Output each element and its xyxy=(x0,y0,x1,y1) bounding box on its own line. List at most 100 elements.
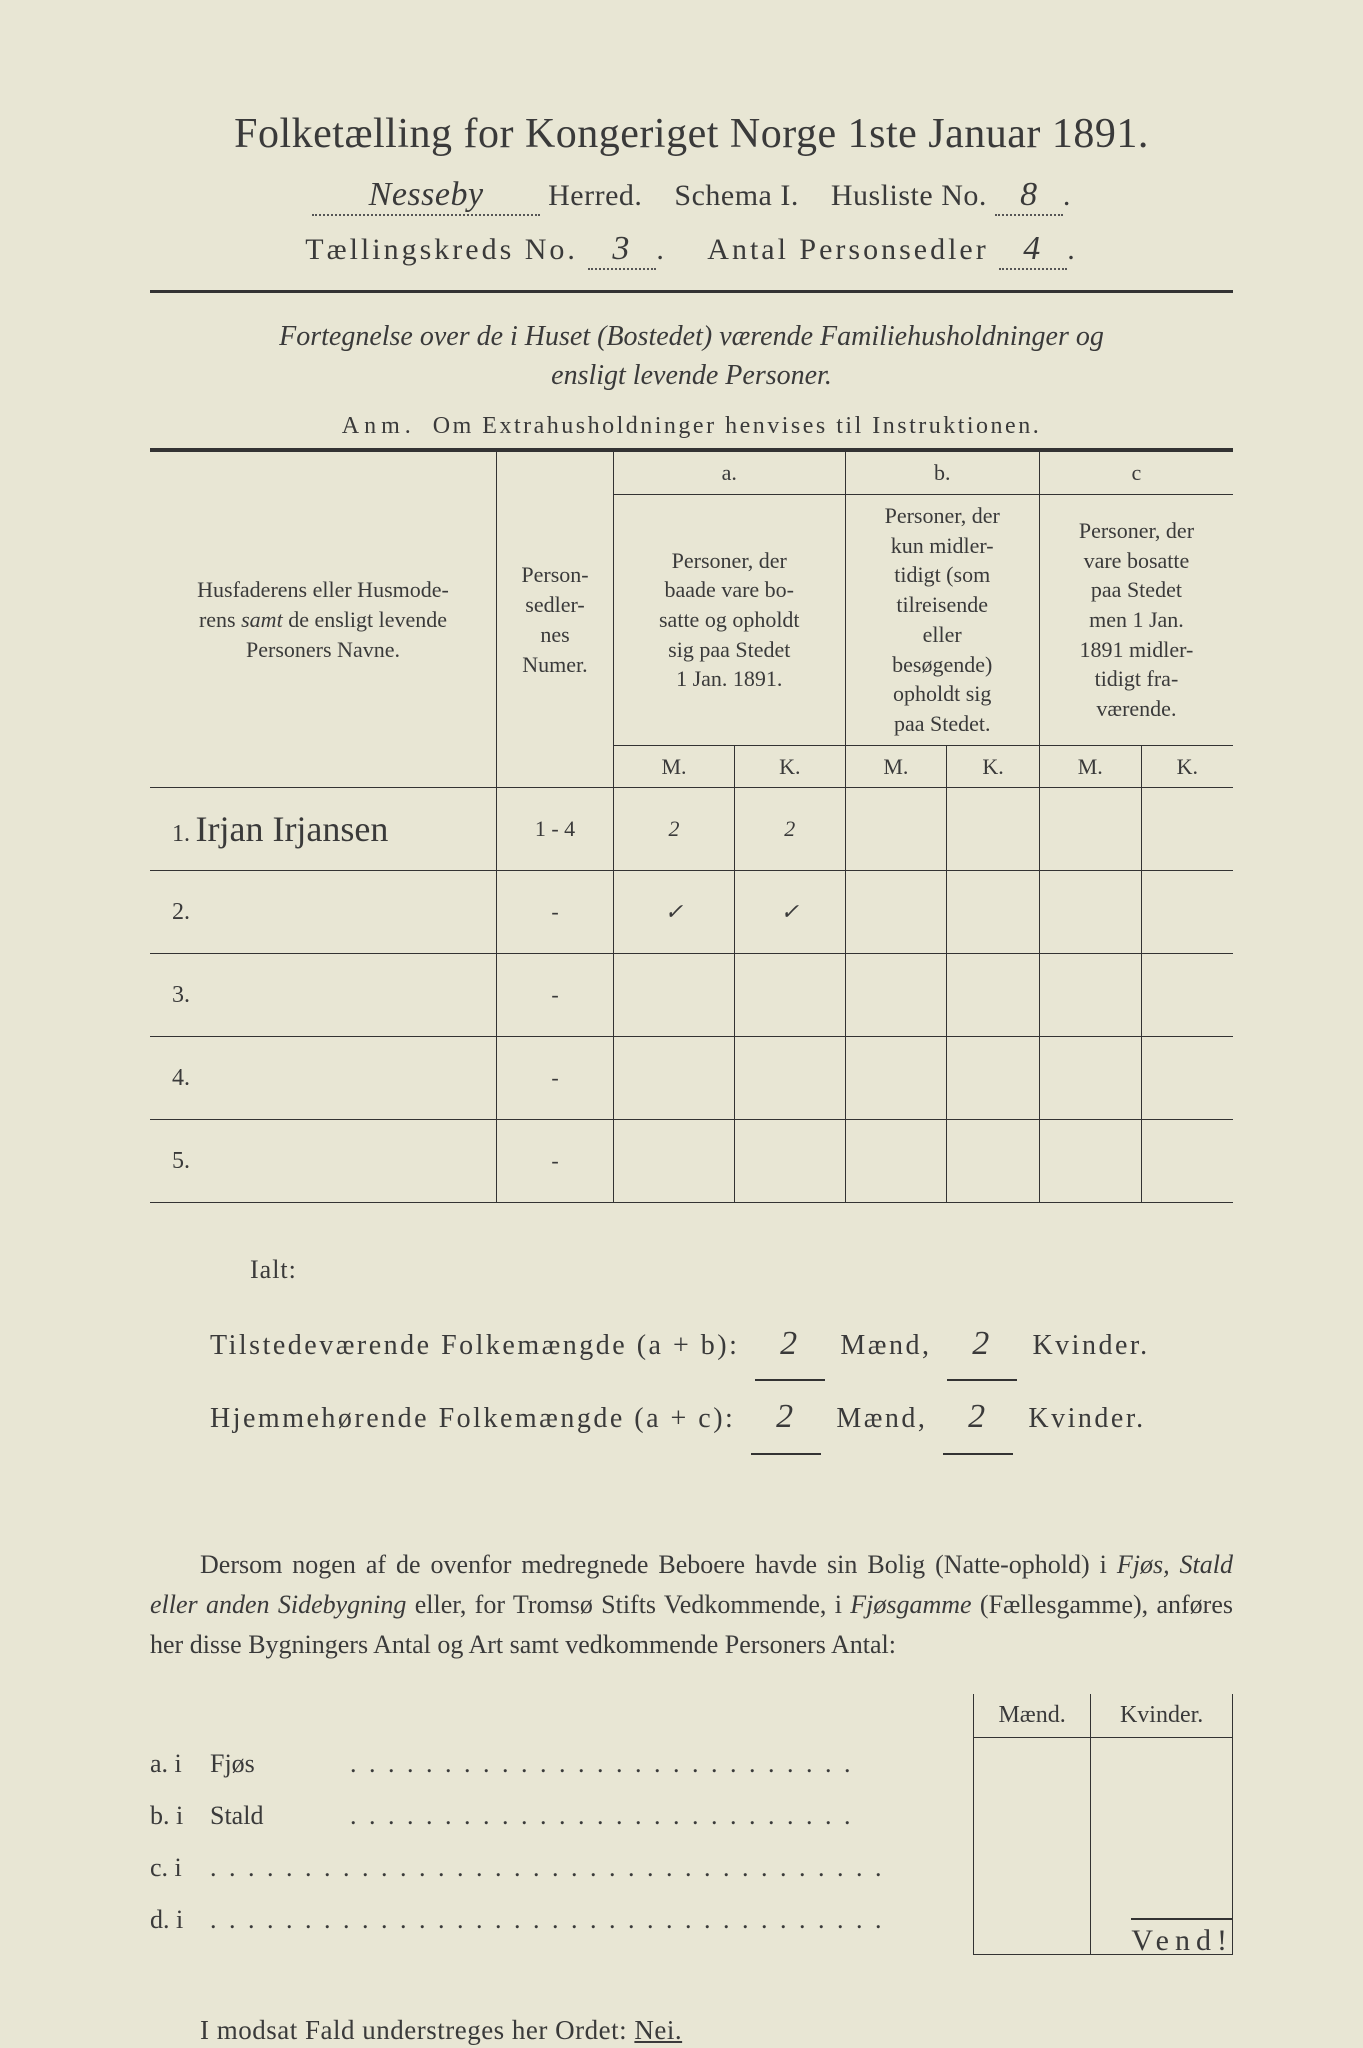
col-a-m: M. xyxy=(614,745,735,788)
cell-b-k xyxy=(947,871,1040,954)
divider xyxy=(150,290,1233,293)
mk-kvinder-header: Kvinder. xyxy=(1091,1694,1233,1738)
dots: . . . . . . . . . . . . . . . . . . . . … xyxy=(350,1738,963,1790)
col-header-names: Husfaderens eller Husmode-rens samt de e… xyxy=(150,450,497,787)
col-c-k: K. xyxy=(1141,745,1233,788)
col-header-c: Personer, dervare bosattepaa Stedetmen 1… xyxy=(1039,495,1233,746)
dots: . . . . . . . . . . . . . . . . . . . . … xyxy=(350,1790,963,1842)
col-c-m: M. xyxy=(1039,745,1141,788)
totals-line-2: Hjemmehørende Folkemængde (a + c): 2 Mæn… xyxy=(210,1381,1233,1454)
antal-label: Antal Personsedler xyxy=(707,233,988,266)
col-header-b: Personer, derkun midler-tidigt (somtilre… xyxy=(845,495,1039,746)
subtitle: Fortegnelse over de i Huset (Bostedet) v… xyxy=(242,317,1142,395)
lodging-row: d. i . . . . . . . . . . . . . . . . . .… xyxy=(150,1894,963,1946)
cell-c-m xyxy=(1039,871,1141,954)
table-row: 5. - xyxy=(150,1120,1233,1203)
cell-b-k xyxy=(947,954,1040,1037)
table-row: 1. Irjan Irjansen 1 - 4 2 2 xyxy=(150,788,1233,871)
cell-c-m xyxy=(1039,1120,1141,1203)
cell-a-m xyxy=(614,1037,735,1120)
cell-c-m xyxy=(1039,1037,1141,1120)
cell-c-k xyxy=(1141,871,1233,954)
page-title: Folketælling for Kongeriget Norge 1ste J… xyxy=(150,110,1233,158)
husliste-label: Husliste No. xyxy=(831,179,987,212)
col-letter-b: b. xyxy=(845,450,1039,494)
anm-line: Anm. Om Extrahusholdninger henvises til … xyxy=(150,413,1233,440)
main-table: Husfaderens eller Husmode-rens samt de e… xyxy=(150,448,1233,1203)
col-letter-c: c xyxy=(1039,450,1233,494)
anm-label: Anm. xyxy=(342,413,416,439)
cell-c-k xyxy=(1141,1037,1233,1120)
table-row: 4. - xyxy=(150,1037,1233,1120)
col-header-a: Personer, derbaade vare bo-satte og opho… xyxy=(614,495,846,746)
lodging-mk-table: Mænd. Kvinder. xyxy=(973,1694,1233,1955)
totals-block: Ialt: Tilstedeværende Folkemængde (a + b… xyxy=(210,1243,1233,1454)
nei-word: Nei. xyxy=(634,2015,682,2045)
cell-b-m xyxy=(845,788,947,871)
cell-b-m xyxy=(845,1037,947,1120)
cell-a-k: 2 xyxy=(735,788,846,871)
header-line-2: Nesseby Herred. Schema I. Husliste No. 8… xyxy=(150,176,1233,216)
header-line-3: Tællingskreds No. 3. Antal Personsedler … xyxy=(150,230,1233,270)
kreds-label: Tællingskreds No. xyxy=(305,233,578,266)
modsat-line: I modsat Fald understreges her Ordet: Ne… xyxy=(150,2015,1233,2046)
num-cell: - xyxy=(497,1120,614,1203)
name-cell: Irjan Irjansen xyxy=(196,809,389,849)
cell-c-m xyxy=(1039,954,1141,1037)
ialt-label: Ialt: xyxy=(250,1243,1233,1298)
lodging-block: a. i Fjøs . . . . . . . . . . . . . . . … xyxy=(150,1694,1233,1955)
cell-b-k xyxy=(947,1120,1040,1203)
num-cell: - xyxy=(497,954,614,1037)
col-header-nums: Person-sedler-nesNumer. xyxy=(497,450,614,787)
hjemme-m: 2 xyxy=(751,1381,821,1454)
herred-value: Nesseby xyxy=(312,176,540,216)
col-b-m: M. xyxy=(845,745,947,788)
schema-label: Schema I. xyxy=(674,179,798,212)
lodging-row: a. i Fjøs . . . . . . . . . . . . . . . … xyxy=(150,1738,963,1790)
cell-a-m xyxy=(614,1120,735,1203)
cell-b-k xyxy=(947,1037,1040,1120)
herred-label: Herred. xyxy=(548,179,642,212)
antal-value: 4 xyxy=(999,230,1067,270)
dots: . . . . . . . . . . . . . . . . . . . . … xyxy=(210,1842,963,1894)
hjemme-k: 2 xyxy=(943,1381,1013,1454)
anm-text: Om Extrahusholdninger henvises til Instr… xyxy=(433,413,1041,439)
col-b-k: K. xyxy=(947,745,1040,788)
kreds-value: 3 xyxy=(588,230,656,270)
mk-maend-header: Mænd. xyxy=(974,1694,1091,1738)
husliste-value: 8 xyxy=(995,176,1063,216)
cell-c-m xyxy=(1039,788,1141,871)
num-cell: - xyxy=(497,1037,614,1120)
tilstede-k: 2 xyxy=(947,1308,1017,1381)
census-form-page: Folketælling for Kongeriget Norge 1ste J… xyxy=(0,0,1363,2048)
lodging-list: a. i Fjøs . . . . . . . . . . . . . . . … xyxy=(150,1694,973,1955)
cell-a-k xyxy=(735,954,846,1037)
num-cell: 1 - 4 xyxy=(497,788,614,871)
lodging-row: c. i . . . . . . . . . . . . . . . . . .… xyxy=(150,1842,963,1894)
cell-c-k xyxy=(1141,788,1233,871)
cell-b-m xyxy=(845,871,947,954)
col-letter-a: a. xyxy=(614,450,846,494)
cell-b-m xyxy=(845,954,947,1037)
cell-a-k: ✓ xyxy=(735,871,846,954)
cell-b-m xyxy=(845,1120,947,1203)
vend-label: Vend! xyxy=(1131,1918,1233,1958)
cell-a-k xyxy=(735,1037,846,1120)
col-a-k: K. xyxy=(735,745,846,788)
lodging-paragraph: Dersom nogen af de ovenfor medregnede Be… xyxy=(150,1545,1233,1666)
cell-a-m: 2 xyxy=(614,788,735,871)
table-row: 3. - xyxy=(150,954,1233,1037)
tilstede-m: 2 xyxy=(755,1308,825,1381)
mk-maend-cell xyxy=(974,1737,1091,1954)
dots: . . . . . . . . . . . . . . . . . . . . … xyxy=(210,1894,963,1946)
table-row: 2. - ✓ ✓ xyxy=(150,871,1233,954)
cell-b-k xyxy=(947,788,1040,871)
lodging-row: b. i Stald . . . . . . . . . . . . . . .… xyxy=(150,1790,963,1842)
cell-c-k xyxy=(1141,1120,1233,1203)
cell-a-m xyxy=(614,954,735,1037)
cell-c-k xyxy=(1141,954,1233,1037)
num-cell: - xyxy=(497,871,614,954)
cell-a-k xyxy=(735,1120,846,1203)
totals-line-1: Tilstedeværende Folkemængde (a + b): 2 M… xyxy=(210,1308,1233,1381)
cell-a-m: ✓ xyxy=(614,871,735,954)
